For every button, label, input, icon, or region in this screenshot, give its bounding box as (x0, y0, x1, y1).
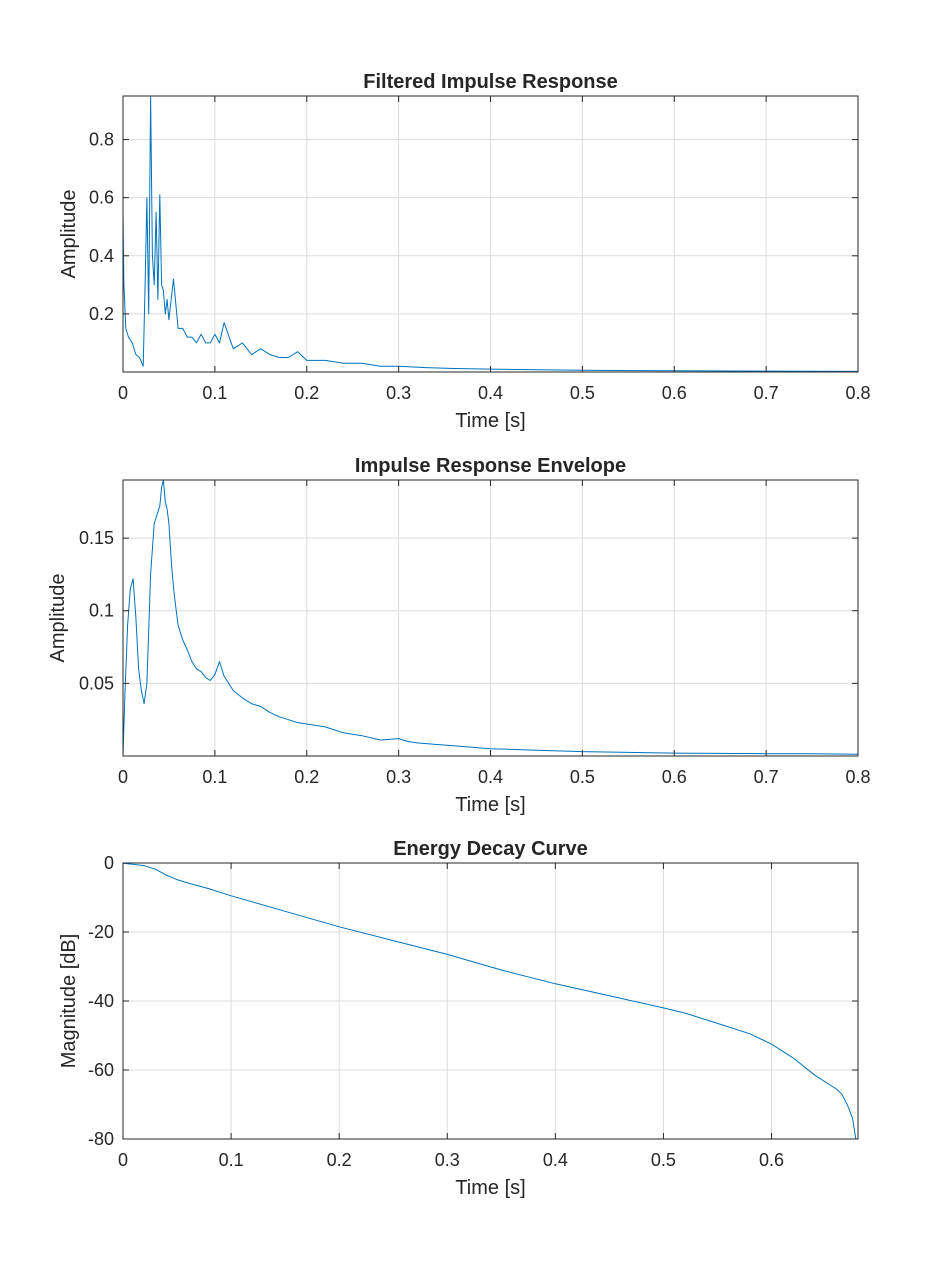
x-tick-label: 0.7 (754, 767, 779, 787)
y-tick-label: -40 (88, 991, 114, 1011)
y-axis-label: Magnitude [dB] (58, 934, 80, 1069)
y-tick-label: 0.6 (89, 188, 114, 208)
x-tick-label: 0.5 (570, 383, 595, 403)
x-tick-label: 0.6 (759, 1150, 784, 1170)
x-tick-label: 0 (118, 767, 128, 787)
x-tick-label: 0.8 (845, 767, 870, 787)
data-series-line (122, 95, 859, 372)
y-tick-label: 0.05 (79, 673, 114, 693)
x-axis-label: Time [s] (455, 794, 525, 816)
y-tick-label: -80 (88, 1129, 114, 1149)
x-tick-label: 0.2 (327, 1150, 352, 1170)
data-series-line (122, 862, 857, 1140)
x-tick-label: 0.6 (662, 767, 687, 787)
x-tick-label: 0 (118, 383, 128, 403)
x-tick-label: 0.3 (386, 767, 411, 787)
x-tick-label: 0.5 (651, 1150, 676, 1170)
x-tick-label: 0.1 (219, 1150, 244, 1170)
chart-panel-3: 0 0.1 0.2 0.3 0.4 0.5 0.6 0 -20 -40 -60 -80 Energy D… (58, 838, 859, 1199)
y-tick-label: 0.8 (89, 130, 114, 150)
x-tick-label: 0.1 (202, 383, 227, 403)
y-tick-label: 0 (104, 853, 114, 873)
x-axis-label: Time [s] (455, 410, 525, 432)
x-tick-label: 0.5 (570, 767, 595, 787)
x-tick-label: 0.1 (202, 767, 227, 787)
chart-title: Impulse Response Envelope (355, 455, 626, 477)
x-tick-label: 0.4 (478, 383, 503, 403)
data-series-line (122, 479, 859, 757)
x-tick-label: 0.3 (435, 1150, 460, 1170)
x-tick-label: 0.3 (386, 383, 411, 403)
chart-title: Energy Decay Curve (393, 838, 588, 860)
x-tick-label: 0.2 (294, 767, 319, 787)
x-tick-label: 0.8 (845, 383, 870, 403)
y-tick-label: 0.1 (89, 601, 114, 621)
chart-panel-2: 0 0.1 0.2 0.3 0.4 0.5 0.6 0.7 0.8 0.05 0.1 0.15 Impu… (47, 455, 871, 816)
x-tick-label: 0 (118, 1150, 128, 1170)
y-tick-label: -20 (88, 922, 114, 942)
chart-panel-1: 0 0.1 0.2 0.3 0.4 0.5 0.6 0.7 0.8 0.2 0.4 0.6 0.8 Fil… (58, 71, 871, 432)
x-tick-label: 0.6 (662, 383, 687, 403)
y-tick-label: 0.15 (79, 528, 114, 548)
y-tick-label: 0.2 (89, 304, 114, 324)
chart-title: Filtered Impulse Response (363, 71, 618, 93)
x-tick-label: 0.2 (294, 383, 319, 403)
y-axis-label: Amplitude (58, 190, 80, 279)
x-tick-label: 0.4 (478, 767, 503, 787)
x-tick-label: 0.4 (543, 1150, 568, 1170)
x-axis-label: Time [s] (455, 1177, 525, 1199)
x-tick-label: 0.7 (754, 383, 779, 403)
y-tick-label: -60 (88, 1060, 114, 1080)
y-tick-label: 0.4 (89, 246, 114, 266)
y-axis-label: Amplitude (47, 574, 69, 663)
